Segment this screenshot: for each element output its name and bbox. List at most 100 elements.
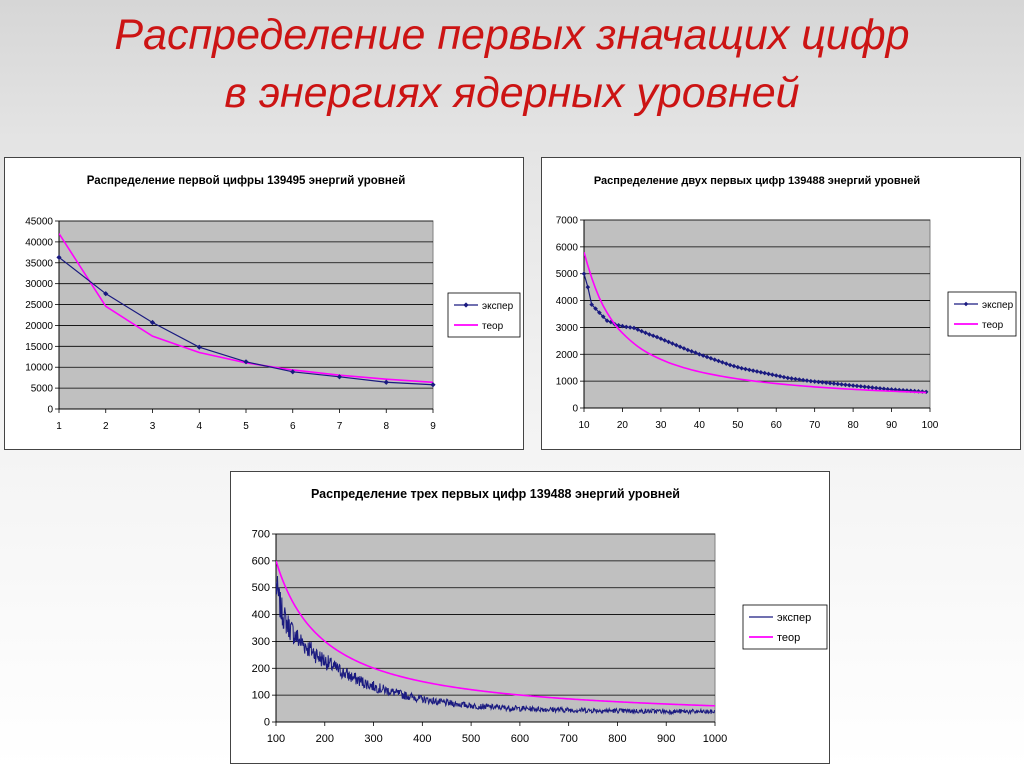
data-point-exper xyxy=(627,325,633,330)
data-point-exper xyxy=(870,385,875,390)
data-point-exper xyxy=(600,314,606,319)
data-point-exper xyxy=(773,373,779,378)
x-tick-label: 20 xyxy=(617,420,629,431)
data-point-exper xyxy=(685,347,691,353)
data-point-exper xyxy=(762,370,767,376)
data-point-exper xyxy=(827,380,833,386)
x-tick-label: 300 xyxy=(364,733,382,745)
data-point-exper xyxy=(804,378,810,383)
data-point-exper xyxy=(735,364,741,370)
data-point-exper xyxy=(835,381,841,387)
data-point-exper xyxy=(647,332,652,337)
legend-label-exper: экспер xyxy=(982,300,1014,311)
data-point-exper xyxy=(796,377,802,382)
chart-three-digits: Распределение трех первых цифр 139488 эн… xyxy=(252,487,828,745)
data-point-exper xyxy=(650,333,656,339)
x-tick-label: 6 xyxy=(290,421,296,432)
x-tick-label: 7 xyxy=(337,421,343,432)
x-tick-label: 70 xyxy=(809,420,821,431)
y-tick-label: 1000 xyxy=(556,377,579,388)
x-tick-label: 3 xyxy=(150,421,156,432)
slide-title-line1: Распределение первых значащих цифр xyxy=(114,11,910,59)
data-point-exper xyxy=(777,374,783,379)
data-point-exper xyxy=(616,322,621,328)
y-tick-label: 500 xyxy=(252,582,270,594)
y-tick-label: 40000 xyxy=(25,237,53,248)
data-point-exper xyxy=(658,336,664,342)
data-point-exper xyxy=(812,379,817,384)
chart-title: Распределение первой цифры 139495 энерги… xyxy=(87,175,406,187)
legend-label-teor: теор xyxy=(482,321,504,332)
series-line-teor xyxy=(584,252,927,394)
data-point-exper xyxy=(831,381,837,386)
data-point-exper xyxy=(896,387,902,393)
data-point-exper xyxy=(712,357,718,362)
data-point-exper xyxy=(789,376,794,381)
chart-first-digit: Распределение первой цифры 139495 энерги… xyxy=(25,175,521,432)
x-tick-label: 10 xyxy=(578,420,590,431)
y-tick-label: 30000 xyxy=(25,279,53,290)
plot-area xyxy=(583,219,931,409)
y-tick-label: 6000 xyxy=(556,242,579,253)
y-tick-label: 3000 xyxy=(556,323,579,334)
data-point-exper xyxy=(430,382,436,388)
y-tick-label: 35000 xyxy=(25,258,53,269)
data-point-exper xyxy=(731,363,737,369)
legend-box xyxy=(742,604,828,650)
legend-label-teor: теор xyxy=(982,320,1004,331)
slide-title-line2: в энергиях ядерных уровней xyxy=(224,69,800,117)
x-tick-label: 400 xyxy=(413,733,431,745)
data-point-exper xyxy=(623,324,629,330)
x-tick-label: 8 xyxy=(383,421,389,432)
data-point-exper xyxy=(723,361,729,366)
y-tick-label: 7000 xyxy=(556,216,579,227)
y-tick-label: 0 xyxy=(572,404,578,415)
y-tick-label: 5000 xyxy=(556,269,579,280)
data-point-exper xyxy=(873,385,879,391)
y-tick-label: 200 xyxy=(252,663,270,675)
legend-label-exper: экспер xyxy=(482,301,514,312)
data-point-exper xyxy=(585,284,591,290)
data-point-exper xyxy=(720,360,725,365)
x-tick-label: 600 xyxy=(511,733,529,745)
series-line-teor xyxy=(276,560,715,707)
x-tick-label: 80 xyxy=(848,420,860,431)
data-point-exper xyxy=(700,353,706,358)
data-point-exper xyxy=(662,338,668,343)
data-point-exper xyxy=(708,356,714,361)
y-tick-label: 0 xyxy=(47,405,53,416)
y-tick-label: 5000 xyxy=(31,384,54,395)
data-point-exper xyxy=(597,310,602,315)
x-tick-label: 2 xyxy=(103,421,109,432)
data-point-exper xyxy=(716,358,721,364)
y-tick-label: 15000 xyxy=(25,342,53,353)
data-point-exper xyxy=(862,384,867,390)
chart-panel-two-digits: Распределение двух первых цифр 139488 эн… xyxy=(541,157,1021,450)
chart-title: Распределение двух первых цифр 139488 эн… xyxy=(594,175,920,187)
x-tick-label: 4 xyxy=(196,421,202,432)
y-tick-label: 45000 xyxy=(25,217,53,228)
data-point-exper xyxy=(820,380,825,385)
data-point-exper xyxy=(681,346,687,351)
data-point-exper xyxy=(639,328,644,334)
legend-marker xyxy=(463,302,469,308)
data-point-exper xyxy=(635,327,641,332)
data-point-exper xyxy=(877,386,883,391)
data-point-exper xyxy=(604,318,610,324)
data-point-exper xyxy=(103,291,109,297)
y-tick-label: 4000 xyxy=(556,296,579,307)
x-tick-label: 1 xyxy=(56,421,62,432)
data-point-exper xyxy=(747,367,752,373)
data-point-exper xyxy=(608,319,614,325)
y-tick-label: 10000 xyxy=(25,363,53,374)
data-point-exper xyxy=(808,378,814,384)
x-tick-label: 50 xyxy=(732,420,744,431)
chart-panel-first-digit: Распределение первой цифры 139495 энерги… xyxy=(4,157,524,450)
y-tick-label: 25000 xyxy=(25,300,53,311)
x-tick-label: 90 xyxy=(886,420,898,431)
data-point-exper xyxy=(881,386,887,392)
data-point-exper xyxy=(750,368,756,373)
data-point-exper xyxy=(677,344,683,350)
x-tick-label: 9 xyxy=(430,421,436,432)
data-point-exper xyxy=(697,351,702,357)
